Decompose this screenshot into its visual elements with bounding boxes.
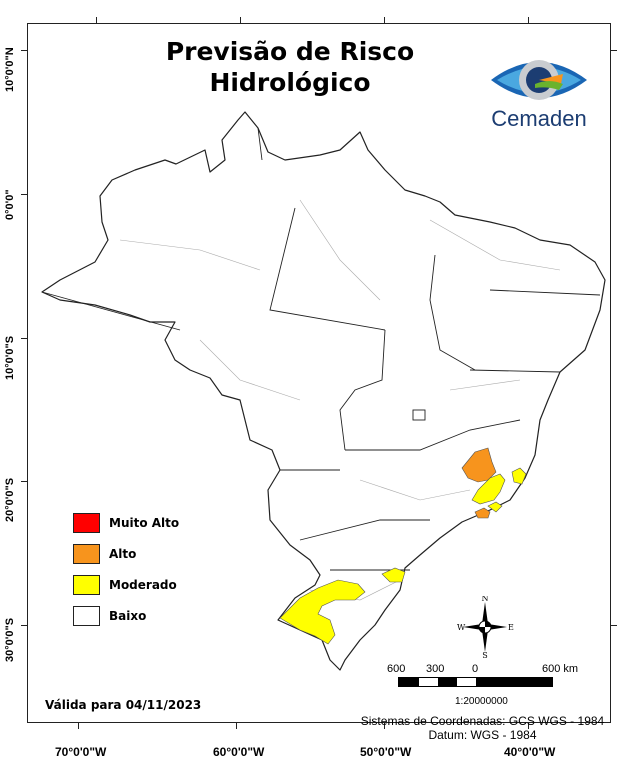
title-line-1: Previsão de Risco	[165, 37, 415, 66]
moderado-region-mg	[471, 473, 506, 505]
legend-label: Baixo	[109, 608, 147, 623]
map-frame	[27, 23, 611, 723]
tick	[384, 723, 385, 729]
lon-label-60w: 60°0'0"W	[213, 745, 265, 759]
logo-text: Cemaden	[491, 106, 587, 131]
tick	[611, 50, 617, 51]
tick	[528, 723, 529, 729]
scale-label-600: 600	[387, 663, 406, 675]
tick	[611, 625, 617, 626]
moderado-region-sc	[381, 567, 406, 583]
tick	[21, 194, 27, 195]
tick	[236, 723, 237, 729]
tick	[21, 50, 27, 51]
moderado-region-rs	[279, 579, 366, 645]
swatch-moderado	[73, 574, 100, 595]
svg-text:W: W	[457, 623, 466, 632]
legend-item-alto: Alto	[73, 538, 179, 569]
compass-rose-icon: N S W E	[457, 596, 514, 658]
tick	[78, 723, 79, 729]
swatch-muito-alto	[73, 512, 100, 533]
moderado-region-es	[511, 467, 527, 485]
alto-region-mg	[461, 447, 497, 483]
legend-item-baixo: Baixo	[73, 600, 179, 631]
tick	[96, 17, 97, 23]
svg-text:N: N	[482, 596, 489, 603]
lon-label-50w: 50°0'0"W	[360, 745, 412, 759]
scale-label-0: 0	[472, 663, 479, 675]
alto-region-sp	[474, 507, 491, 519]
tick	[21, 625, 27, 626]
crs-line-2: Datum: WGS - 1984	[428, 728, 537, 742]
brazil-outline	[41, 111, 606, 671]
coordinate-system: Sistemas de Coordenadas: GCS WGS - 1984 …	[350, 714, 615, 742]
lon-label-70w: 70°0'0"W	[55, 745, 107, 759]
scale-label-600km: 600 km	[542, 663, 579, 675]
legend-label: Alto	[109, 546, 137, 561]
scale-ratio: 1:20000000	[455, 696, 508, 707]
legend-label: Muito Alto	[109, 515, 180, 530]
map-title: Previsão de Risco Hidrológico	[150, 36, 430, 98]
tick	[240, 17, 241, 23]
tick	[21, 481, 27, 482]
cemaden-eye-icon	[491, 60, 587, 100]
crs-line-1: Sistemas de Coordenadas: GCS WGS - 1984	[360, 714, 605, 728]
validity-date: Válida para 04/11/2023	[45, 698, 202, 712]
swatch-alto	[73, 543, 100, 564]
legend-item-moderado: Moderado	[73, 569, 179, 600]
svg-text:E: E	[508, 623, 514, 632]
tick	[528, 17, 529, 23]
scale-label-300: 300	[426, 663, 445, 675]
lon-label-40w: 40°0'0"W	[504, 745, 556, 759]
swatch-baixo	[73, 605, 100, 626]
title-line-2: Hidrológico	[209, 68, 371, 97]
moderado-region-rj	[487, 501, 503, 513]
tick	[21, 338, 27, 339]
legend-item-muito-alto: Muito Alto	[73, 507, 179, 538]
legend-label: Moderado	[109, 577, 177, 592]
legend: Muito Alto Alto Moderado Baixo	[73, 507, 179, 631]
scale-bar	[398, 677, 553, 687]
tick	[384, 17, 385, 23]
svg-text:S: S	[482, 651, 487, 658]
